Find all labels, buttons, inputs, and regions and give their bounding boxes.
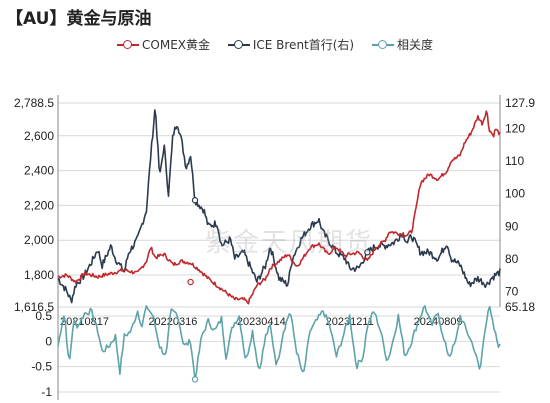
y-tick-right: 127.9: [505, 96, 535, 110]
x-tick-label: 20240809: [414, 316, 463, 328]
y-tick-left: 2,788.5: [14, 96, 54, 110]
y-tick-right: 90: [505, 219, 519, 233]
watermark: 紫金天风期货: [205, 228, 374, 258]
x-tick-label: 20220316: [148, 316, 197, 328]
y-tick-left: 1,800: [24, 268, 54, 282]
series-marker: [364, 249, 371, 256]
y-tick-right: 80: [505, 252, 519, 266]
y-tick-corr: -1: [41, 385, 52, 399]
series-line-corr: [57, 305, 501, 381]
y-tick-right: 65.18: [505, 300, 535, 314]
legend-item-gold[interactable]: COMEX黄金: [117, 36, 210, 53]
series-marker: [191, 197, 199, 204]
x-tick-label: 20230414: [237, 316, 286, 328]
legend-item-brent[interactable]: ICE Brent首行(右): [227, 36, 355, 53]
y-tick-right: 110: [505, 154, 524, 168]
y-tick-right: 120: [505, 122, 525, 136]
y-tick-right: 70: [505, 284, 519, 298]
series-marker: [187, 278, 194, 286]
y-tick-left: 1,616.5: [14, 300, 54, 314]
y-tick-left: 2,600: [24, 129, 54, 143]
legend-marker-brent: [227, 39, 250, 50]
y-tick-corr: -0.5: [31, 360, 52, 374]
legend-marker-corr: [371, 39, 394, 50]
legend-label-gold: COMEX黄金: [142, 38, 211, 52]
y-tick-left: 2,200: [24, 198, 54, 212]
chart-title: 【AU】黄金与原油: [6, 9, 152, 29]
x-tick-label: 20210817: [60, 316, 109, 328]
series-line-gold: [57, 110, 501, 305]
legend-label-brent: ICE Brent首行(右): [252, 38, 355, 52]
legend-marker-gold: [117, 39, 140, 50]
legend-label-corr: 相关度: [396, 38, 433, 52]
y-tick-corr: 0: [45, 334, 52, 348]
y-tick-corr: 0.5: [35, 309, 52, 323]
y-tick-left: 2,400: [24, 164, 54, 178]
legend-item-corr[interactable]: 相关度: [371, 36, 433, 53]
series-marker: [191, 376, 199, 383]
series-line-brent: [57, 109, 501, 304]
legend: COMEX黄金 ICE Brent首行(右) 相关度: [0, 36, 550, 53]
y-tick-left: 2,000: [24, 233, 54, 247]
y-tick-right: 100: [505, 187, 525, 201]
